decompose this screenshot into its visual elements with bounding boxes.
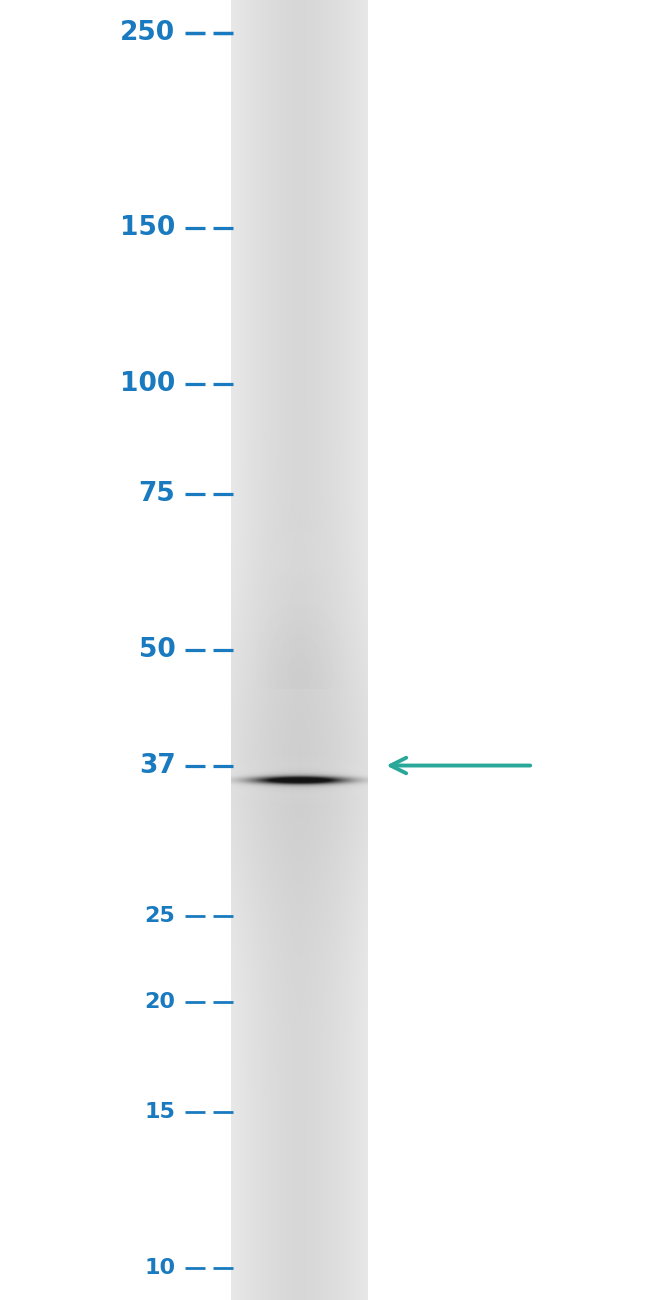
Text: 75: 75 [138, 481, 176, 507]
Text: 25: 25 [145, 906, 176, 926]
Text: 100: 100 [120, 370, 176, 396]
Text: 20: 20 [144, 992, 176, 1011]
Text: 10: 10 [144, 1257, 176, 1278]
Text: 37: 37 [138, 753, 176, 779]
Text: 50: 50 [138, 637, 176, 663]
Text: 15: 15 [144, 1102, 176, 1122]
Text: 250: 250 [120, 20, 176, 46]
Text: 150: 150 [120, 216, 176, 242]
